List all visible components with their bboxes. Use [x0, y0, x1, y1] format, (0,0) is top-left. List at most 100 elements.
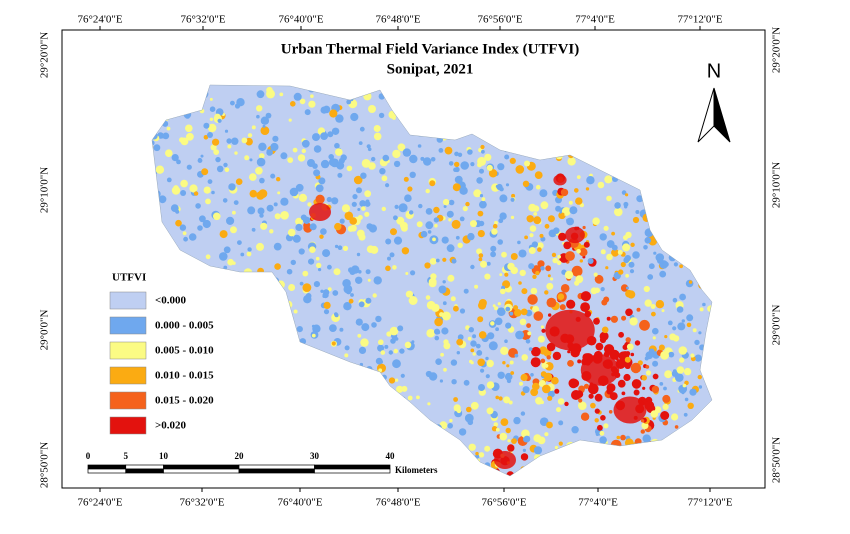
raster-patch: [578, 401, 587, 411]
raster-patch: [385, 183, 390, 188]
raster-patch: [329, 109, 338, 118]
raster-patch: [331, 341, 336, 346]
raster-patch: [660, 411, 670, 420]
raster-patch: [468, 327, 474, 333]
raster-patch: [327, 131, 334, 138]
raster-patch: [450, 359, 458, 366]
raster-patch: [339, 327, 344, 332]
raster-patch: [663, 261, 669, 268]
lat-label: 29°10'0"N: [39, 167, 51, 213]
raster-patch: [544, 432, 549, 437]
raster-patch: [319, 234, 324, 239]
raster-patch: [247, 206, 256, 215]
raster-patch: [478, 452, 485, 458]
raster-patch: [290, 259, 296, 266]
raster-patch: [644, 237, 652, 244]
raster-patch: [365, 297, 372, 304]
raster-patch: [295, 183, 304, 192]
raster-patch: [182, 231, 187, 236]
raster-patch: [477, 156, 487, 166]
raster-patch: [595, 342, 604, 351]
raster-patch: [558, 232, 567, 241]
raster-patch: [359, 200, 367, 207]
scale-label: 5: [124, 451, 129, 461]
raster-patch: [454, 161, 460, 168]
raster-patch: [506, 378, 512, 384]
raster-patch: [312, 133, 320, 142]
raster-patch: [510, 253, 518, 260]
raster-patch: [334, 244, 339, 249]
raster-patch: [484, 445, 491, 452]
raster-patch: [219, 252, 228, 261]
raster-patch: [526, 215, 534, 223]
raster-patch: [593, 317, 600, 325]
raster-patch: [660, 350, 669, 360]
raster-patch: [553, 227, 560, 234]
raster-patch: [385, 238, 392, 245]
raster-patch: [297, 154, 306, 162]
raster-patch: [537, 247, 542, 252]
raster-patch: [644, 299, 652, 307]
raster-patch: [500, 418, 509, 426]
urban-core: [545, 309, 595, 351]
raster-patch: [394, 204, 399, 209]
raster-patch: [358, 346, 367, 354]
raster-patch: [686, 314, 694, 322]
raster-patch: [579, 259, 583, 263]
raster-patch: [575, 390, 584, 398]
raster-patch: [384, 344, 389, 349]
raster-patch: [625, 337, 631, 343]
lat-label: 28°50'0"N: [771, 437, 783, 483]
raster-patch: [528, 263, 535, 270]
raster-patch: [411, 340, 415, 344]
raster-patch: [393, 215, 398, 221]
raster-patch: [313, 281, 320, 288]
raster-patch: [532, 274, 537, 279]
raster-patch: [522, 448, 527, 452]
raster-patch: [381, 175, 388, 182]
raster-patch: [698, 331, 702, 335]
raster-patch: [588, 393, 594, 399]
raster-patch: [367, 147, 372, 152]
raster-patch: [525, 339, 531, 344]
raster-patch: [507, 444, 515, 452]
lat-label: 28°50'0"N: [39, 442, 51, 488]
raster-patch: [351, 265, 360, 274]
raster-patch: [547, 274, 551, 278]
raster-patch: [348, 298, 354, 304]
raster-patch: [477, 210, 484, 217]
raster-patch: [509, 360, 514, 365]
lat-label: 29°0'0"N: [771, 305, 783, 346]
raster-patch: [408, 296, 418, 305]
raster-patch: [332, 290, 339, 296]
raster-patch: [392, 116, 396, 120]
raster-patch: [672, 335, 680, 342]
raster-patch: [507, 262, 515, 271]
raster-patch: [520, 411, 526, 416]
raster-patch: [606, 316, 611, 321]
raster-patch: [259, 213, 264, 218]
raster-patch: [698, 385, 703, 389]
raster-patch: [392, 359, 401, 369]
raster-patch: [508, 400, 513, 405]
raster-patch: [328, 154, 335, 160]
raster-patch: [442, 301, 447, 306]
legend-label: 0.005 - 0.010: [155, 345, 214, 357]
lon-label: 76°56'0"E: [481, 497, 526, 509]
raster-patch: [629, 317, 638, 326]
raster-patch: [557, 398, 565, 405]
lon-label: 76°40'0"E: [278, 14, 323, 26]
raster-patch: [679, 293, 686, 301]
raster-patch: [296, 326, 303, 333]
raster-patch: [466, 406, 472, 413]
raster-patch: [176, 159, 181, 165]
raster-patch: [407, 186, 413, 192]
raster-patch: [684, 397, 689, 402]
raster-patch: [388, 350, 393, 355]
raster-patch: [427, 402, 431, 406]
scale-label: 10: [159, 451, 169, 461]
raster-patch: [311, 333, 316, 338]
raster-patch: [567, 157, 576, 166]
raster-patch: [434, 223, 438, 228]
raster-patch: [651, 385, 660, 394]
